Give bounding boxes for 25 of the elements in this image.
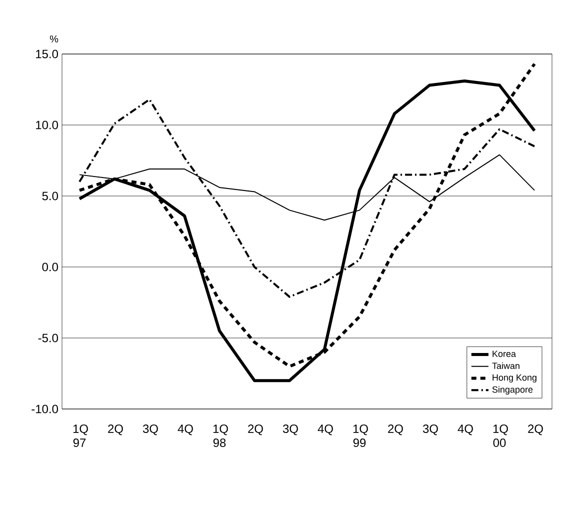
legend-label: Singapore: [492, 386, 533, 395]
x-tick-label: 1Q 97: [73, 424, 88, 448]
x-tick-label: 2Q: [108, 424, 123, 436]
y-tick-label: -10.0: [32, 404, 58, 414]
x-tick-label: 1Q 99: [353, 424, 368, 448]
x-tick-label: 3Q: [282, 424, 298, 436]
legend-label: Hong Kong: [492, 374, 536, 382]
x-tick-label: 1Q 98: [213, 424, 228, 448]
x-tick-label: 3Q: [142, 424, 158, 436]
x-tick-label: 4Q: [318, 424, 333, 436]
x-tick-label: 2Q: [528, 424, 543, 436]
x-tick-label: 2Q: [388, 424, 403, 436]
y-axis-title: %: [50, 35, 58, 42]
legend-label: Taiwan: [492, 362, 520, 370]
y-tick-label: 5.0: [42, 192, 58, 200]
legend-label: Korea: [492, 350, 516, 357]
y-tick-label: 15.0: [36, 50, 58, 58]
x-tick-label: 2Q: [248, 424, 263, 436]
x-tick-label: 4Q: [458, 424, 473, 436]
y-tick-label: -5.0: [38, 334, 58, 342]
y-tick-label: 10.0: [36, 120, 58, 130]
y-tick-label: 0.0: [42, 262, 58, 272]
x-tick-label: 4Q: [178, 424, 193, 436]
x-tick-label: 3Q: [422, 424, 438, 436]
x-tick-label: 1Q 00: [493, 424, 508, 448]
